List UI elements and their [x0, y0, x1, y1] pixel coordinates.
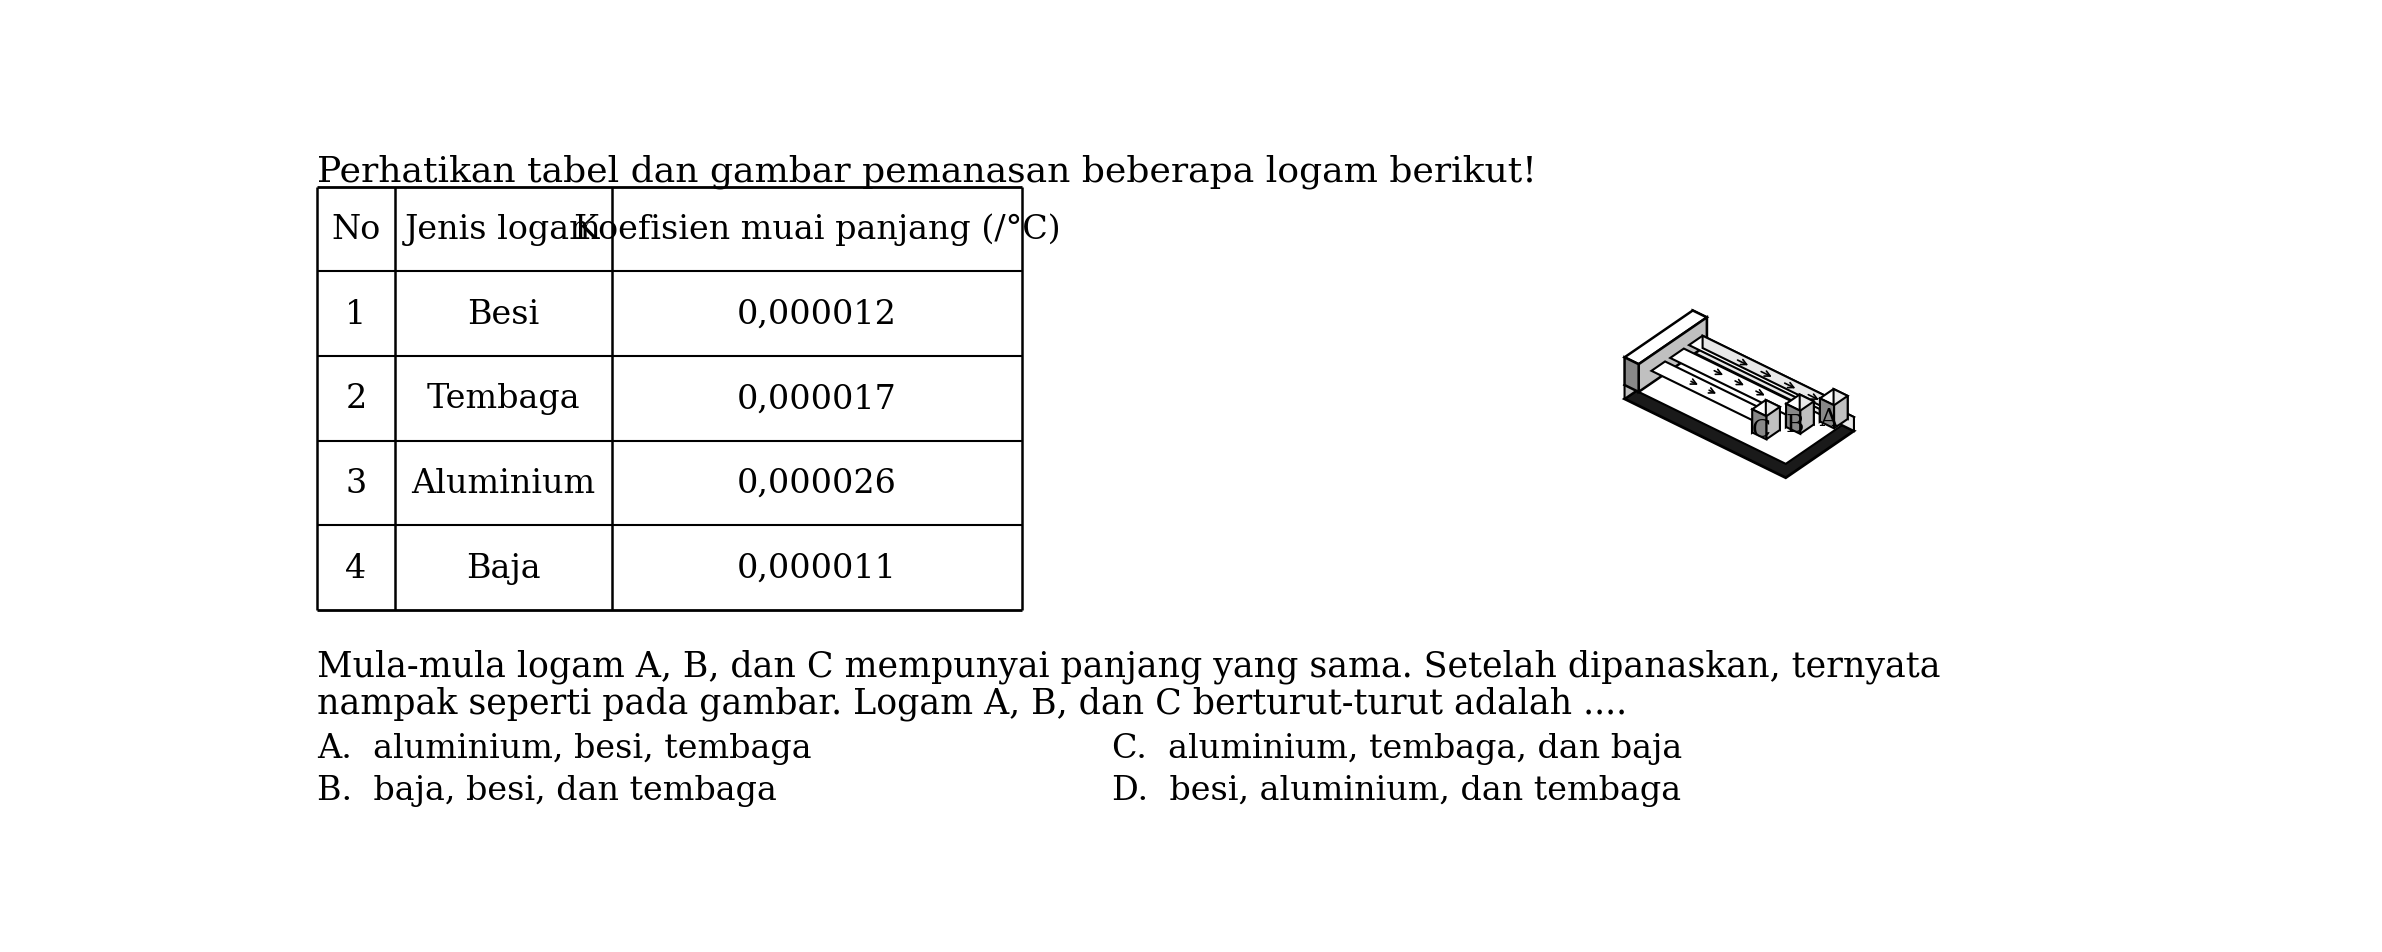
Text: B.  baja, besi, dan tembaga: B. baja, besi, dan tembaga: [317, 774, 777, 806]
Polygon shape: [1786, 395, 1813, 411]
Text: B: B: [1784, 413, 1803, 436]
Polygon shape: [1765, 401, 1779, 430]
Polygon shape: [1801, 395, 1813, 425]
Text: C.  aluminium, tembaga, dan baja: C. aluminium, tembaga, dan baja: [1112, 732, 1682, 764]
Polygon shape: [1753, 410, 1767, 440]
Text: 1: 1: [345, 298, 367, 330]
Polygon shape: [1694, 311, 1708, 346]
Polygon shape: [1753, 411, 1765, 433]
Text: 0,000011: 0,000011: [736, 552, 898, 584]
Text: Mula-mula logam A, B, dan C mempunyai panjang yang sama. Setelah dipanaskan, ter: Mula-mula logam A, B, dan C mempunyai pa…: [317, 649, 1941, 684]
Text: 2: 2: [345, 383, 367, 415]
Polygon shape: [1786, 405, 1801, 434]
Text: D.  besi, aluminium, dan tembaga: D. besi, aluminium, dan tembaga: [1112, 774, 1682, 806]
Text: Besi: Besi: [467, 298, 538, 330]
Polygon shape: [1625, 352, 1853, 478]
Polygon shape: [1689, 336, 1834, 409]
Text: 3: 3: [345, 467, 367, 500]
Polygon shape: [1639, 318, 1708, 392]
Polygon shape: [1651, 362, 1765, 421]
Polygon shape: [1834, 389, 1848, 420]
Polygon shape: [1625, 339, 1853, 465]
Text: nampak seperti pada gambar. Logam A, B, dan C berturut-turut adalah ....: nampak seperti pada gambar. Logam A, B, …: [317, 685, 1627, 721]
Polygon shape: [1625, 339, 1694, 400]
Polygon shape: [1703, 336, 1834, 412]
Text: 4: 4: [345, 552, 367, 584]
Text: A: A: [1820, 408, 1837, 431]
Polygon shape: [1753, 401, 1779, 417]
Text: A.  aluminium, besi, tembaga: A. aluminium, besi, tembaga: [317, 732, 812, 764]
Polygon shape: [1834, 396, 1848, 429]
Polygon shape: [1820, 401, 1834, 422]
Polygon shape: [1786, 406, 1801, 427]
Polygon shape: [1820, 399, 1834, 429]
Polygon shape: [1625, 311, 1708, 365]
Text: 0,000026: 0,000026: [736, 467, 898, 500]
Text: No: No: [331, 213, 381, 246]
Text: 0,000012: 0,000012: [736, 298, 898, 330]
Text: Perhatikan tabel dan gambar pemanasan beberapa logam berikut!: Perhatikan tabel dan gambar pemanasan be…: [317, 154, 1536, 188]
Polygon shape: [1820, 389, 1848, 406]
Polygon shape: [1767, 407, 1779, 440]
Text: C: C: [1751, 419, 1770, 442]
Polygon shape: [1801, 402, 1813, 434]
Text: Aluminium: Aluminium: [412, 467, 596, 500]
Polygon shape: [1694, 339, 1853, 431]
Polygon shape: [1625, 358, 1639, 392]
Polygon shape: [1670, 349, 1801, 415]
Text: Tembaga: Tembaga: [426, 383, 579, 415]
Text: Jenis logam: Jenis logam: [405, 213, 603, 246]
Text: 0,000017: 0,000017: [736, 383, 898, 415]
Text: Koefisien muai panjang (/°C): Koefisien muai panjang (/°C): [574, 213, 1060, 246]
Text: Baja: Baja: [467, 552, 541, 584]
